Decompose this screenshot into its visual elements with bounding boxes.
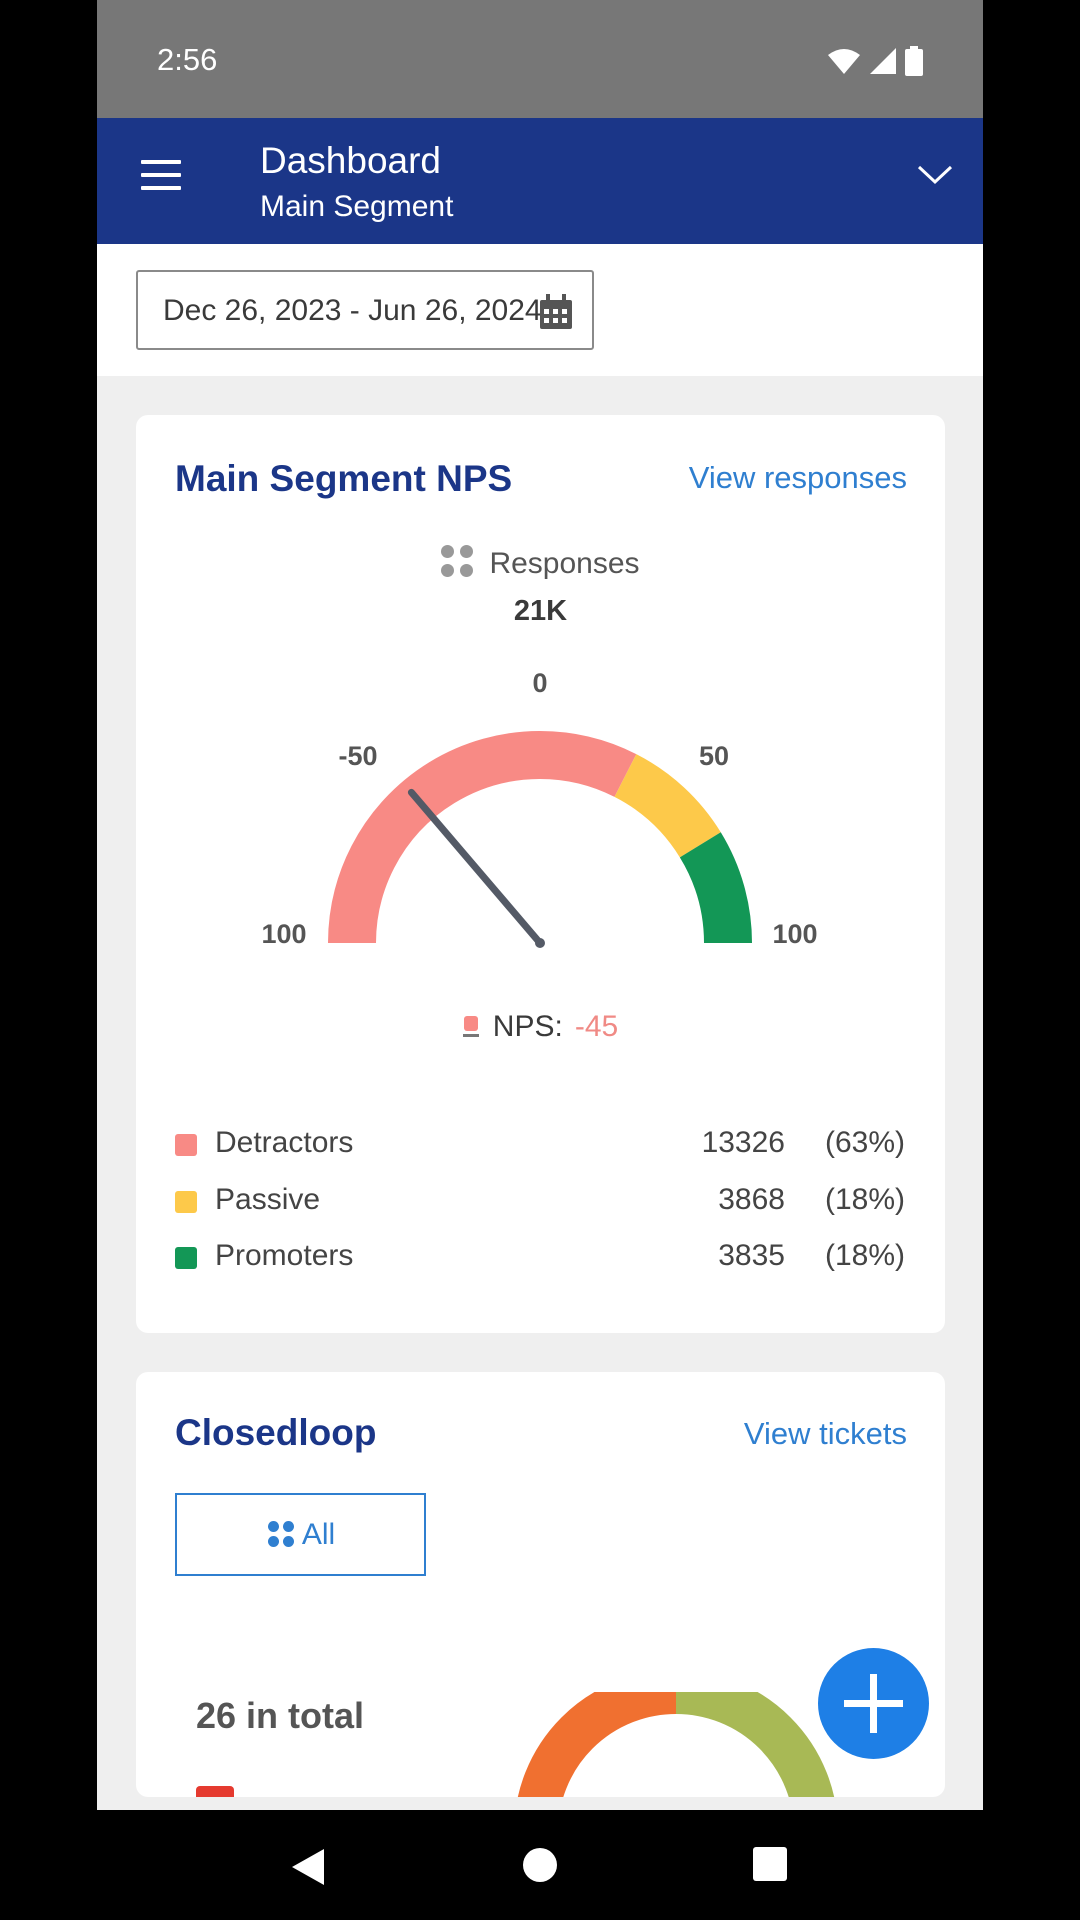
legend-count: 3868 bbox=[718, 1183, 785, 1216]
hamburger-menu-icon[interactable] bbox=[141, 160, 181, 200]
app-bar: Dashboard Main Segment bbox=[97, 118, 983, 244]
grid-dots-icon bbox=[441, 545, 475, 579]
legend-label: Detractors bbox=[215, 1126, 354, 1159]
tickets-total: 26 in total bbox=[196, 1695, 365, 1736]
nps-marker-icon bbox=[462, 1012, 479, 1037]
add-fab-button[interactable] bbox=[818, 1648, 929, 1759]
status-bar: 2:56 bbox=[97, 0, 983, 118]
responses-value: 21K bbox=[513, 595, 568, 627]
closedloop-donut bbox=[517, 1692, 835, 1797]
filter-all-button[interactable]: All bbox=[175, 1493, 426, 1576]
gauge-tick-left: 100 bbox=[261, 919, 306, 949]
legend-percent: (18%) bbox=[824, 1239, 905, 1272]
system-nav-bar bbox=[0, 1810, 1080, 1920]
legend-percent: (18%) bbox=[824, 1183, 905, 1216]
nps-card: Main Segment NPS View responses Response… bbox=[136, 415, 945, 1333]
recents-icon[interactable] bbox=[753, 1847, 787, 1881]
back-icon[interactable] bbox=[290, 1847, 326, 1887]
nps-card-title: Main Segment NPS bbox=[175, 458, 513, 499]
gauge-tick-mid-right: 50 bbox=[699, 741, 729, 771]
status-time: 2:56 bbox=[157, 42, 218, 77]
grid-dots-icon bbox=[266, 1519, 296, 1549]
legend-count: 3835 bbox=[718, 1239, 785, 1272]
critical-swatch bbox=[196, 1786, 234, 1797]
gauge-tick-top: 0 bbox=[532, 668, 547, 698]
app-screen: 2:56 Dashboard Main Segment Dec 26, 2023… bbox=[97, 0, 983, 1810]
legend-swatch bbox=[175, 1247, 197, 1269]
gauge-tick-right: 100 bbox=[772, 919, 817, 949]
legend-percent: (63%) bbox=[824, 1126, 905, 1159]
gauge-segment-promoters bbox=[679, 832, 752, 944]
nps-label: NPS: bbox=[492, 1010, 563, 1043]
view-tickets-link[interactable]: View tickets bbox=[743, 1416, 907, 1451]
date-range-picker[interactable]: Dec 26, 2023 - Jun 26, 2024 bbox=[136, 270, 594, 350]
responses-legend[interactable]: Responses bbox=[136, 545, 945, 581]
gauge-segment-detractors bbox=[328, 730, 637, 944]
nps-gauge: 100 -50 0 50 100 bbox=[261, 668, 817, 949]
date-range-bar: Dec 26, 2023 - Jun 26, 2024 bbox=[97, 244, 983, 376]
view-responses-link[interactable]: View responses bbox=[688, 460, 907, 495]
legend-label: Promoters bbox=[215, 1239, 354, 1272]
gauge-segment-passive bbox=[613, 754, 721, 858]
battery-icon bbox=[905, 46, 923, 76]
chevron-down-icon[interactable] bbox=[917, 164, 953, 186]
signal-icon bbox=[870, 48, 896, 74]
gauge-needle bbox=[407, 788, 544, 947]
nps-score: NPS: -45 bbox=[136, 1010, 945, 1044]
legend-count: 13326 bbox=[701, 1126, 785, 1159]
gauge-needle-hub bbox=[535, 938, 545, 948]
responses-label: Responses bbox=[489, 547, 640, 580]
legend-label: Passive bbox=[215, 1183, 321, 1216]
legend-swatch bbox=[175, 1134, 197, 1156]
gauge-tick-mid-left: -50 bbox=[338, 741, 377, 771]
legend-row-detractors: Detractors 13326 (63%) bbox=[175, 1126, 905, 1166]
date-range-value: Dec 26, 2023 - Jun 26, 2024 bbox=[163, 294, 542, 327]
closedloop-card: Closedloop View tickets All 26 in total bbox=[136, 1372, 945, 1797]
legend-swatch bbox=[175, 1191, 197, 1213]
calendar-icon[interactable] bbox=[538, 294, 574, 330]
closedloop-card-title: Closedloop bbox=[175, 1412, 377, 1453]
page-title: Dashboard bbox=[260, 140, 442, 181]
plus-icon bbox=[844, 1674, 903, 1733]
legend-row-promoters: Promoters 3835 (18%) bbox=[175, 1239, 905, 1279]
wifi-icon bbox=[828, 49, 860, 74]
legend-row-passive: Passive 3868 (18%) bbox=[175, 1183, 905, 1223]
filter-all-label: All bbox=[301, 1518, 336, 1551]
home-icon[interactable] bbox=[522, 1847, 558, 1883]
nps-value: -45 bbox=[574, 1010, 619, 1043]
page-subtitle: Main Segment bbox=[260, 190, 454, 223]
status-icons bbox=[827, 46, 923, 76]
